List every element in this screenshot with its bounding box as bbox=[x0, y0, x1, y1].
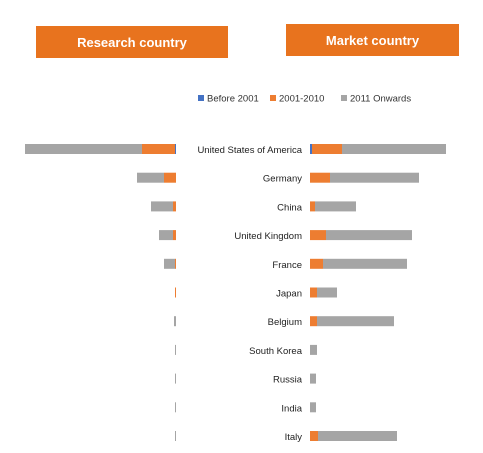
bar-market-country-france-2011-onwards bbox=[323, 258, 407, 269]
bar-market-country-japan-2011-onwards bbox=[317, 287, 337, 298]
bar-market-country-united-states-of-america-2011-onwards bbox=[342, 144, 446, 154]
category-label-china: China bbox=[277, 202, 303, 213]
bar-market-country-japan-2001-2010 bbox=[310, 287, 317, 298]
bar-market-country-south-korea-2011-onwards bbox=[310, 344, 317, 355]
bar-market-country-china-2011-onwards bbox=[315, 201, 356, 212]
bar-research-country-united-states-of-america-2001-2010 bbox=[142, 144, 175, 154]
category-label-south-korea: South Korea bbox=[249, 346, 303, 357]
bar-market-country-france-2001-2010 bbox=[310, 258, 323, 269]
category-label-india: India bbox=[281, 403, 302, 414]
bar-market-country-united-states-of-america-before-2001 bbox=[310, 144, 312, 154]
category-label-united-kingdom: United Kingdom bbox=[234, 231, 302, 242]
bar-market-country-united-kingdom-2011-onwards bbox=[326, 230, 412, 241]
bar-research-country-china-2001-2010 bbox=[173, 201, 176, 212]
research-country-panel bbox=[25, 144, 176, 441]
bar-research-country-united-states-of-america-before-2001 bbox=[175, 144, 176, 154]
bar-research-country-south-korea-2011-onwards bbox=[175, 344, 176, 355]
category-label-belgium: Belgium bbox=[268, 317, 302, 328]
bar-research-country-russia-2011-onwards bbox=[175, 373, 176, 384]
legend-swatch-before-2001 bbox=[198, 95, 204, 101]
bar-research-country-belgium-2011-onwards bbox=[174, 316, 176, 327]
bar-market-country-italy-2011-onwards bbox=[318, 431, 397, 441]
bar-market-country-united-states-of-america-2001-2010 bbox=[312, 144, 342, 154]
bar-market-country-belgium-2011-onwards bbox=[317, 316, 394, 327]
category-label-france: France bbox=[272, 260, 302, 271]
bar-market-country-italy-2001-2010 bbox=[310, 431, 318, 441]
bar-research-country-united-kingdom-2001-2010 bbox=[173, 230, 176, 241]
market-country-panel bbox=[310, 144, 446, 441]
category-labels: United States of America Germany China Unit… bbox=[197, 145, 302, 443]
legend-swatch-2011-onwards bbox=[341, 95, 347, 101]
bar-research-country-france-2001-2010 bbox=[175, 258, 176, 269]
category-label-united-states-of-america: United States of America bbox=[197, 145, 302, 156]
legend-label-before-2001: Before 2001 bbox=[207, 94, 259, 105]
research-country-header-label: Research country bbox=[77, 34, 187, 50]
category-label-italy: Italy bbox=[285, 432, 303, 443]
legend-label-2011-onwards: 2011 Onwards bbox=[350, 94, 411, 105]
bar-research-country-united-states-of-america-2011-onwards bbox=[25, 144, 142, 154]
bar-research-country-india-2011-onwards bbox=[175, 402, 176, 413]
bar-market-country-china-2001-2010 bbox=[310, 201, 315, 212]
bar-market-country-india-2011-onwards bbox=[310, 402, 316, 413]
bar-market-country-germany-2011-onwards bbox=[330, 172, 419, 183]
market-country-header-label: Market country bbox=[325, 32, 420, 48]
bar-research-country-united-kingdom-2011-onwards bbox=[159, 230, 173, 241]
legend-swatch-2001-2010 bbox=[270, 95, 276, 101]
category-label-japan: Japan bbox=[276, 289, 302, 300]
bar-market-country-germany-2001-2010 bbox=[310, 172, 330, 183]
bar-research-country-japan-2001-2010 bbox=[175, 287, 176, 298]
category-label-russia: Russia bbox=[273, 375, 303, 386]
bar-market-country-belgium-2001-2010 bbox=[310, 316, 317, 327]
category-label-germany: Germany bbox=[263, 174, 302, 185]
bar-research-country-china-2011-onwards bbox=[151, 201, 173, 212]
bar-market-country-united-kingdom-2001-2010 bbox=[310, 230, 326, 241]
research-country-header: Research country bbox=[36, 26, 228, 58]
bar-market-country-russia-2011-onwards bbox=[310, 373, 316, 384]
bar-research-country-italy-2011-onwards bbox=[175, 431, 176, 441]
market-country-header: Market country bbox=[286, 24, 459, 56]
bar-research-country-germany-2011-onwards bbox=[137, 172, 164, 183]
bar-research-country-france-2011-onwards bbox=[164, 258, 175, 269]
chart-legend: Before 2001 2001-2010 2011 Onwards bbox=[198, 94, 411, 105]
bar-research-country-germany-2001-2010 bbox=[164, 172, 176, 183]
legend-label-2001-2010: 2001-2010 bbox=[279, 94, 324, 105]
